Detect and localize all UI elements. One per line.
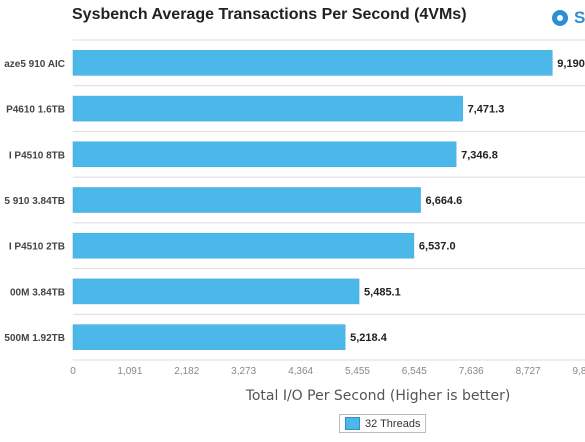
x-tick-label: 4,364 xyxy=(288,366,313,377)
data-label: 7,346.8 xyxy=(461,149,498,161)
x-tick-label: 2,182 xyxy=(174,366,199,377)
data-label: 5,218.4 xyxy=(350,332,388,344)
data-label: 5,485.1 xyxy=(364,286,401,298)
category-label: aze5 910 AIC xyxy=(4,59,65,70)
logo-text: S xyxy=(574,8,585,27)
x-tick-label: 0 xyxy=(70,366,76,377)
x-tick-label: 3,273 xyxy=(231,366,256,377)
bar xyxy=(72,232,415,259)
x-tick-label: 1,091 xyxy=(117,366,142,377)
bar xyxy=(72,95,463,122)
x-tick-label: 5,455 xyxy=(345,366,370,377)
bar xyxy=(72,324,346,350)
category-label: 500M 1.92TB xyxy=(4,333,65,344)
category-label: I P4510 8TB xyxy=(9,150,65,161)
legend-label: 32 Threads xyxy=(365,417,421,430)
bar xyxy=(72,278,360,305)
category-label: I P4510 2TB xyxy=(9,242,65,253)
bar xyxy=(72,187,421,213)
bar xyxy=(72,50,553,76)
chart-legend[interactable]: 32 Threads xyxy=(339,414,427,433)
x-tick-label: 9,818 xyxy=(572,366,585,377)
category-label: 00M 3.84TB xyxy=(10,287,65,298)
data-label: 7,471.3 xyxy=(468,104,505,116)
brand-logo: S xyxy=(552,8,585,28)
bar xyxy=(72,141,457,168)
category-label: P4610 1.6TB xyxy=(6,105,65,116)
data-label: 9,190.7 xyxy=(557,58,585,70)
x-tick-label: 8,727 xyxy=(516,366,541,377)
logo-circle-icon xyxy=(552,10,568,26)
data-label: 6,664.6 xyxy=(426,195,463,207)
category-label: 5 910 3.84TB xyxy=(4,196,65,207)
x-tick-label: 6,545 xyxy=(402,366,427,377)
data-label: 6,537.0 xyxy=(419,241,456,253)
x-axis-label: Total I/O Per Second (Higher is better) xyxy=(245,388,511,404)
chart-title: Sysbench Average Transactions Per Second… xyxy=(72,6,467,23)
legend-swatch xyxy=(345,417,360,430)
x-tick-label: 7,636 xyxy=(459,366,484,377)
